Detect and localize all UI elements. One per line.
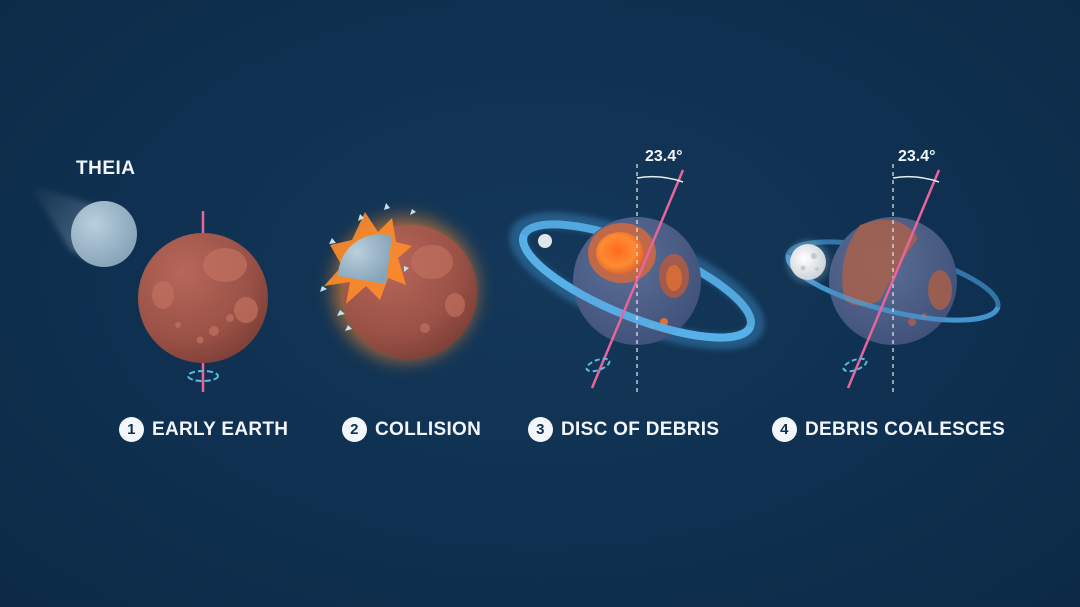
earth-surface-patches: [152, 248, 258, 344]
stage-number-badge: 4: [772, 417, 797, 442]
earth-magma-regions: [588, 223, 689, 329]
stage-3-graphic: [509, 164, 765, 395]
spin-arrow-4: [842, 357, 868, 373]
newborn-moon: [790, 244, 826, 280]
stage-label-debris-coalesces: 4 DEBRIS COALESCES: [772, 417, 1005, 442]
collision-surface-patches: [411, 245, 465, 333]
moon-craters: [800, 253, 819, 271]
tilted-spin-axis-4: [846, 169, 941, 389]
tilt-angle-label-4: 23.4°: [898, 148, 936, 165]
stage-1-graphic: [30, 185, 268, 392]
stage-2-graphic: [320, 203, 487, 371]
tilt-angle-arc-4: [892, 175, 940, 183]
cooling-earth-regions: [842, 219, 952, 326]
theia-label: THEIA: [76, 158, 136, 179]
stage-title: COLLISION: [375, 418, 482, 440]
stage-label-early-earth: 1 EARLY EARTH: [119, 417, 288, 442]
stage-title: DEBRIS COALESCES: [805, 418, 1006, 440]
stage-number-badge: 1: [119, 417, 144, 442]
theia-planet: [71, 201, 137, 267]
stage-title: EARLY EARTH: [152, 418, 289, 440]
stage-4-graphic: [785, 164, 1001, 395]
tilt-angle-arc-3: [636, 175, 684, 183]
spin-arrow-1: [187, 370, 219, 382]
stage-label-collision: 2 COLLISION: [342, 417, 481, 442]
stage-title: DISC OF DEBRIS: [561, 418, 720, 440]
tilted-spin-axis-3: [590, 169, 685, 389]
debris-moonlet: [538, 234, 552, 248]
theia-impactor: [338, 234, 392, 284]
stage-number-badge: 2: [342, 417, 367, 442]
impact-debris-fragments: [320, 203, 416, 331]
spin-arrow-3: [585, 357, 611, 373]
stage-number-badge: 3: [528, 417, 553, 442]
tilt-angle-label-3: 23.4°: [645, 148, 683, 165]
stage-label-disc-of-debris: 3 DISC OF DEBRIS: [528, 417, 719, 442]
